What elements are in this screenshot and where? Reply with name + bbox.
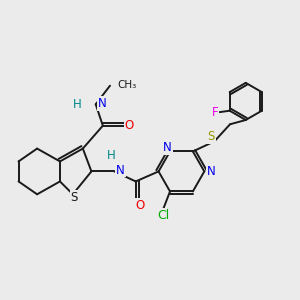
Text: H: H <box>106 149 115 162</box>
Text: O: O <box>135 199 145 212</box>
Text: N: N <box>163 141 172 154</box>
Text: N: N <box>116 164 125 176</box>
Text: F: F <box>212 106 218 118</box>
Text: O: O <box>124 119 134 132</box>
Text: S: S <box>70 191 78 204</box>
Text: H: H <box>73 98 82 111</box>
Text: N: N <box>98 97 106 110</box>
Text: S: S <box>207 130 214 143</box>
Text: N: N <box>207 165 216 178</box>
Text: Cl: Cl <box>157 209 170 222</box>
Text: CH₃: CH₃ <box>117 80 136 90</box>
